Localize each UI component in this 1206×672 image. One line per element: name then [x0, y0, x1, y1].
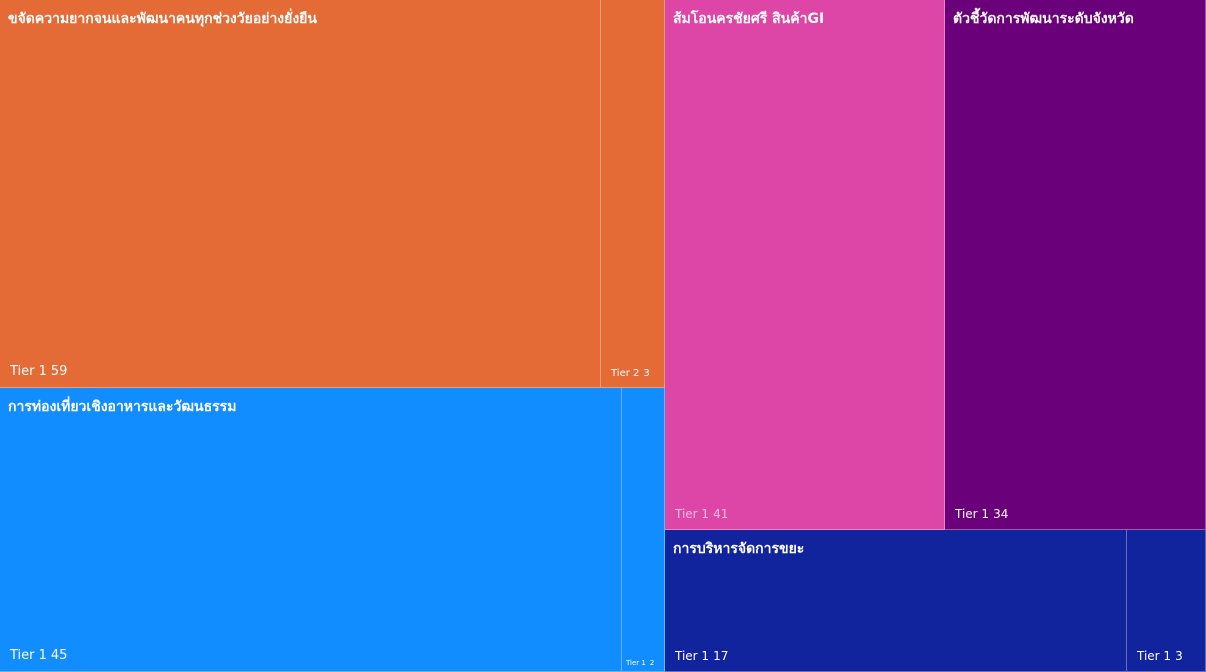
- treemap-cell[interactable]: Tier 1 34: [945, 0, 1206, 530]
- group-title: การบริหารจัดการขยะ: [673, 541, 805, 557]
- leaf-value: 41: [713, 507, 729, 521]
- leaf-tier-label: Tier 1: [675, 507, 710, 521]
- leaf-label: Tier 1 45: [10, 648, 67, 663]
- leaf-tier-label: Tier 1: [1137, 649, 1172, 663]
- leaf-tier-label: Tier 1: [10, 364, 47, 379]
- group-title: ขจัดความยากจนและพัฒนาคนทุกช่วงวัยอย่างยั…: [8, 11, 317, 27]
- leaf-value: 3: [643, 368, 650, 379]
- leaf-label: Tier 1 34: [955, 507, 1008, 521]
- leaf-tier-label: Tier 1: [955, 507, 990, 521]
- group-title: ส้มโอนครชัยศรี สินค้าGI: [673, 11, 825, 27]
- leaf-value: 17: [713, 649, 729, 663]
- leaf-value: 34: [993, 507, 1009, 521]
- leaf-value: 59: [50, 364, 68, 379]
- treemap-cell[interactable]: Tier 1 45: [0, 388, 622, 672]
- group-title: ตัวชี้วัดการพัฒนาระดับจังหวัด: [953, 11, 1134, 27]
- leaf-tier-label: Tier 1: [10, 648, 47, 663]
- leaf-label: Tier 1 17: [675, 649, 728, 663]
- leaf-label: Tier 1 41: [675, 507, 728, 521]
- treemap-cell[interactable]: Tier 1 41: [665, 0, 945, 530]
- leaf-tier-label: Tier 1: [626, 659, 646, 667]
- leaf-tier-label: Tier 1: [675, 649, 710, 663]
- leaf-label: Tier 1 59: [10, 364, 67, 379]
- group-title: การท่องเที่ยวเชิงอาหารและวัฒนธรรม: [8, 399, 237, 415]
- leaf-value: 45: [50, 648, 68, 663]
- treemap-cell[interactable]: Tier 1 59: [0, 0, 601, 388]
- treemap-cell[interactable]: Tier 1 17: [665, 530, 1127, 672]
- leaf-value: 2: [649, 659, 655, 667]
- leaf-tier-label: Tier 2: [611, 368, 640, 379]
- leaf-value: 3: [1175, 649, 1183, 663]
